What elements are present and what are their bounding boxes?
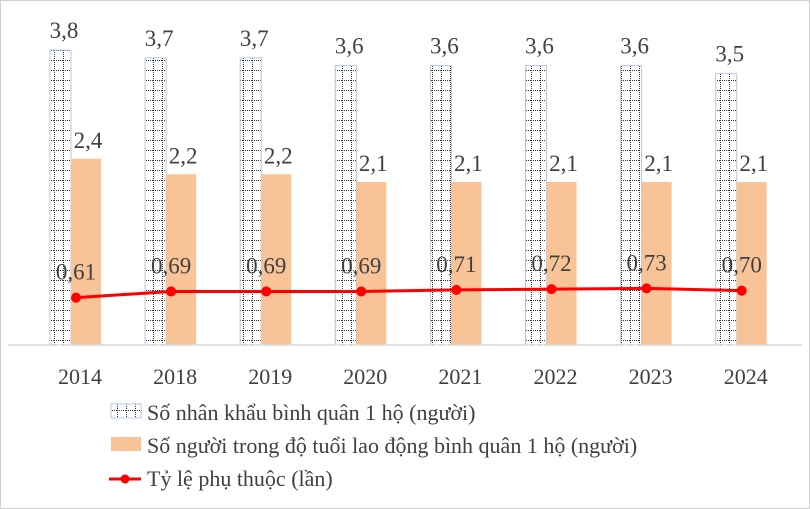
bar-household-size-2021 (429, 65, 452, 346)
bar-working-age-2020 (356, 182, 387, 345)
data-label-working-age: 2,1 (359, 151, 388, 176)
data-label-dependency-ratio: 0,69 (341, 253, 381, 278)
data-label-household-size: 3,6 (430, 34, 459, 59)
point-dependency-ratio-2023 (641, 283, 652, 294)
bar-working-age-2023 (641, 182, 672, 345)
data-label-household-size: 3,6 (525, 34, 554, 59)
point-dependency-ratio-2014 (71, 292, 81, 303)
bar-working-age-2018 (166, 174, 197, 345)
data-label-working-age: 2,2 (264, 143, 293, 168)
data-label-dependency-ratio: 0,61 (56, 260, 96, 285)
point-dependency-ratio-2020 (356, 286, 367, 297)
data-label-working-age: 2,1 (549, 151, 578, 176)
legend: Số nhân khẩu bình quân 1 hộ (người) Số n… (109, 400, 637, 491)
point-dependency-ratio-2018 (166, 286, 177, 297)
x-tick-label: 2021 (438, 364, 482, 389)
x-tick-label: 2018 (153, 364, 197, 389)
bar-working-age-2014 (71, 158, 101, 345)
x-tick-label: 2019 (248, 364, 292, 389)
legend-swatch-orange (111, 437, 141, 451)
legend-item-household-size: Số nhân khẩu bình quân 1 hộ (người) (110, 400, 475, 425)
legend-item-dependency-ratio: Tỷ lệ phụ thuộc (lần) (109, 466, 333, 491)
point-dependency-ratio-2021 (451, 284, 462, 295)
x-tick-label: 2022 (534, 364, 578, 389)
x-tick-label: 2014 (58, 364, 102, 389)
data-label-household-size: 3,5 (715, 41, 744, 66)
bar-household-size-2014 (49, 49, 72, 346)
bar-working-age-2021 (451, 182, 482, 345)
data-label-working-age: 2,2 (169, 143, 198, 168)
bar-household-size-2018 (144, 57, 167, 346)
data-label-household-size: 3,7 (240, 26, 269, 51)
data-label-dependency-ratio: 0,73 (626, 250, 666, 275)
legend-swatch-pattern (110, 403, 142, 419)
bar-household-size-2020 (334, 65, 357, 346)
data-label-working-age: 2,1 (454, 151, 483, 176)
bar-working-age-2022 (546, 182, 577, 345)
data-label-working-age: 2,4 (74, 128, 103, 153)
bar-household-size-2024 (715, 72, 738, 346)
point-dependency-ratio-2019 (261, 286, 272, 297)
bar-household-size-2022 (525, 65, 547, 346)
x-tick-label: 2024 (724, 364, 768, 389)
line-dependency-ratio (75, 286, 742, 300)
data-label-dependency-ratio: 0,72 (531, 251, 571, 276)
legend-label: Số nhân khẩu bình quân 1 hộ (người) (147, 400, 475, 425)
x-tick-label: 2020 (343, 364, 387, 389)
legend-swatch-marker (120, 474, 130, 484)
data-label-dependency-ratio: 0,69 (151, 253, 191, 278)
legend-label: Số người trong độ tuổi lao động bình quâ… (147, 433, 637, 458)
legend-label: Tỷ lệ phụ thuộc (lần) (147, 466, 333, 491)
legend-item-working-age: Số người trong độ tuổi lao động bình quâ… (111, 433, 637, 458)
bar-working-age-2019 (261, 174, 292, 345)
data-label-household-size: 3,6 (335, 34, 364, 59)
data-label-household-size: 3,7 (145, 26, 174, 51)
point-dependency-ratio-2024 (736, 285, 747, 296)
x-tick-label: 2023 (629, 364, 673, 389)
data-label-household-size: 3,8 (50, 18, 79, 43)
data-label-dependency-ratio: 0,70 (722, 253, 762, 278)
bar-working-age-2024 (736, 182, 767, 345)
data-label-working-age: 2,1 (739, 151, 768, 176)
bar-household-size-2019 (239, 57, 262, 346)
bar-household-size-2023 (620, 65, 643, 346)
point-dependency-ratio-2022 (546, 284, 557, 295)
data-label-dependency-ratio: 0,71 (436, 252, 476, 277)
data-label-household-size: 3,6 (620, 34, 649, 59)
data-label-working-age: 2,1 (644, 151, 673, 176)
data-label-dependency-ratio: 0,69 (246, 253, 286, 278)
